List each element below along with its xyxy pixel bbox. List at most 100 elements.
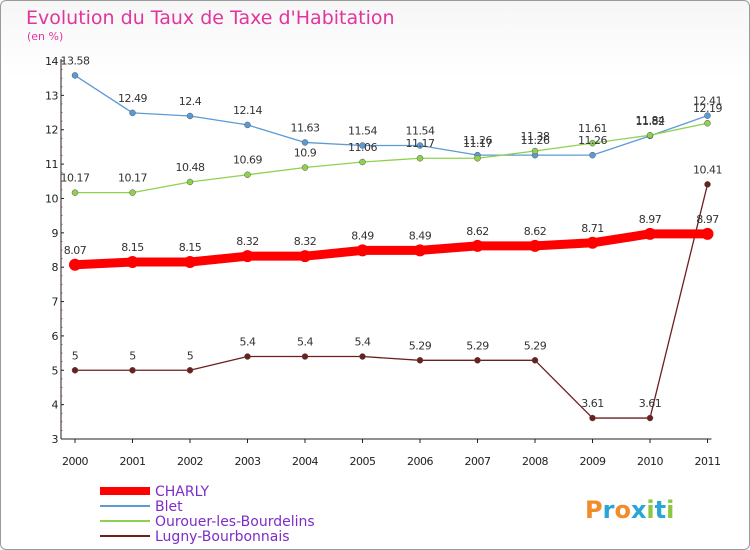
data-point (474, 357, 481, 364)
data-label: 12.49 (118, 92, 147, 105)
data-point (359, 353, 366, 360)
series-blet (71, 72, 711, 159)
series-line (70, 229, 712, 270)
data-point (474, 154, 481, 162)
data-point (416, 357, 424, 364)
series-lugny-bourbonnais (71, 181, 711, 422)
data-point (186, 112, 194, 120)
data-point (301, 164, 309, 171)
data-label: 5.29 (409, 339, 432, 352)
data-point (416, 142, 424, 149)
x-tick-label: 2008 (522, 455, 548, 468)
data-label: 5.29 (466, 339, 489, 352)
data-point (359, 158, 366, 166)
data-label: 5 (129, 349, 136, 362)
x-tick-label: 2004 (292, 455, 318, 468)
x-tick-label: 2001 (120, 455, 146, 468)
data-label: 3.61 (639, 397, 662, 410)
data-label: 8.71 (581, 222, 604, 235)
data-point (586, 236, 599, 249)
data-label: 11.54 (348, 125, 377, 138)
data-point (186, 367, 194, 374)
y-tick-label: 6 (52, 330, 59, 343)
data-point (126, 256, 139, 269)
data-label: 10.69 (233, 154, 262, 167)
series-ourouer-les-bourdelins (71, 119, 711, 196)
data-label: 8.07 (64, 244, 87, 257)
chart-subtitle: (en %) (27, 30, 63, 43)
data-point (129, 109, 136, 117)
data-label: 11.63 (291, 121, 320, 134)
y-tick-label: 7 (52, 296, 59, 309)
y-tick-label: 3 (52, 433, 59, 446)
data-label: 8.97 (639, 213, 662, 226)
series-charly (69, 227, 714, 271)
data-label: 11.84 (636, 114, 665, 127)
y-tick-label: 8 (52, 261, 59, 274)
data-point (644, 227, 656, 240)
data-label: 8.32 (294, 235, 317, 248)
data-point (589, 414, 596, 422)
legend-label: Blet (155, 499, 183, 515)
data-point (704, 119, 711, 127)
data-point (359, 142, 366, 149)
data-point (301, 353, 309, 360)
data-label: 8.32 (236, 235, 259, 248)
data-label: 11.61 (578, 122, 607, 135)
data-label: 12.41 (693, 95, 722, 108)
data-label: 11.06 (348, 141, 377, 154)
y-tick-label: 11 (45, 158, 58, 171)
proxiti-logo: Proxiti (585, 496, 674, 524)
data-point (244, 171, 251, 178)
data-label: 10.48 (176, 161, 205, 174)
data-label: 8.62 (466, 225, 489, 238)
data-label: 8.15 (121, 241, 144, 254)
series-line (74, 183, 709, 419)
data-point (129, 189, 136, 196)
data-point (529, 239, 541, 252)
x-tick-label: 2000 (62, 455, 88, 468)
data-label: 5.29 (524, 339, 547, 352)
data-label: 8.15 (179, 241, 202, 254)
data-point (471, 239, 484, 252)
data-point (414, 244, 426, 257)
data-label: 5 (72, 349, 79, 362)
data-point (704, 181, 711, 188)
data-label: 3.61 (581, 397, 604, 410)
data-label: 11.26 (463, 134, 492, 147)
data-label: 5.4 (297, 336, 313, 349)
y-tick-label: 4 (52, 399, 59, 412)
data-point (184, 256, 196, 269)
y-tick-label: 5 (52, 364, 59, 377)
data-labels: 8.07 8.15 8.15 8.32 8.32 8.49 8.49 8.62 8.62 8.71… (61, 54, 723, 410)
legend: CHARLYBletOurouer-les-BourdelinsLugny-Bo… (100, 484, 315, 545)
data-point (71, 72, 79, 79)
data-label: 10.17 (118, 172, 147, 185)
legend-label: Lugny-Bourbonnais (155, 529, 290, 545)
x-tick-label: 2003 (235, 455, 261, 468)
data-point (241, 250, 254, 263)
y-tick-label: 13 (45, 89, 58, 102)
data-label: 11.17 (463, 137, 492, 150)
data-label: 12.14 (233, 104, 262, 117)
data-point (301, 139, 309, 146)
data-label: 11.26 (578, 134, 607, 147)
data-point (646, 414, 654, 422)
data-label: 5.4 (355, 336, 371, 349)
data-point (356, 244, 369, 257)
logo-text: Proxiti (585, 496, 674, 524)
x-tick-label: 2011 (695, 455, 721, 468)
x-tick-label: 2007 (465, 455, 491, 468)
data-label: 12.19 (693, 102, 722, 115)
legend-label: Ourouer-les-Bourdelins (155, 514, 315, 530)
data-point (129, 367, 136, 374)
data-label: 11.17 (406, 137, 435, 150)
data-label: 12.4 (179, 95, 202, 108)
x-tick-label: 2002 (177, 455, 203, 468)
data-point (244, 353, 251, 360)
chart-title: Evolution du Taux de Taxe d'Habitation (26, 7, 395, 29)
data-point (71, 189, 79, 196)
